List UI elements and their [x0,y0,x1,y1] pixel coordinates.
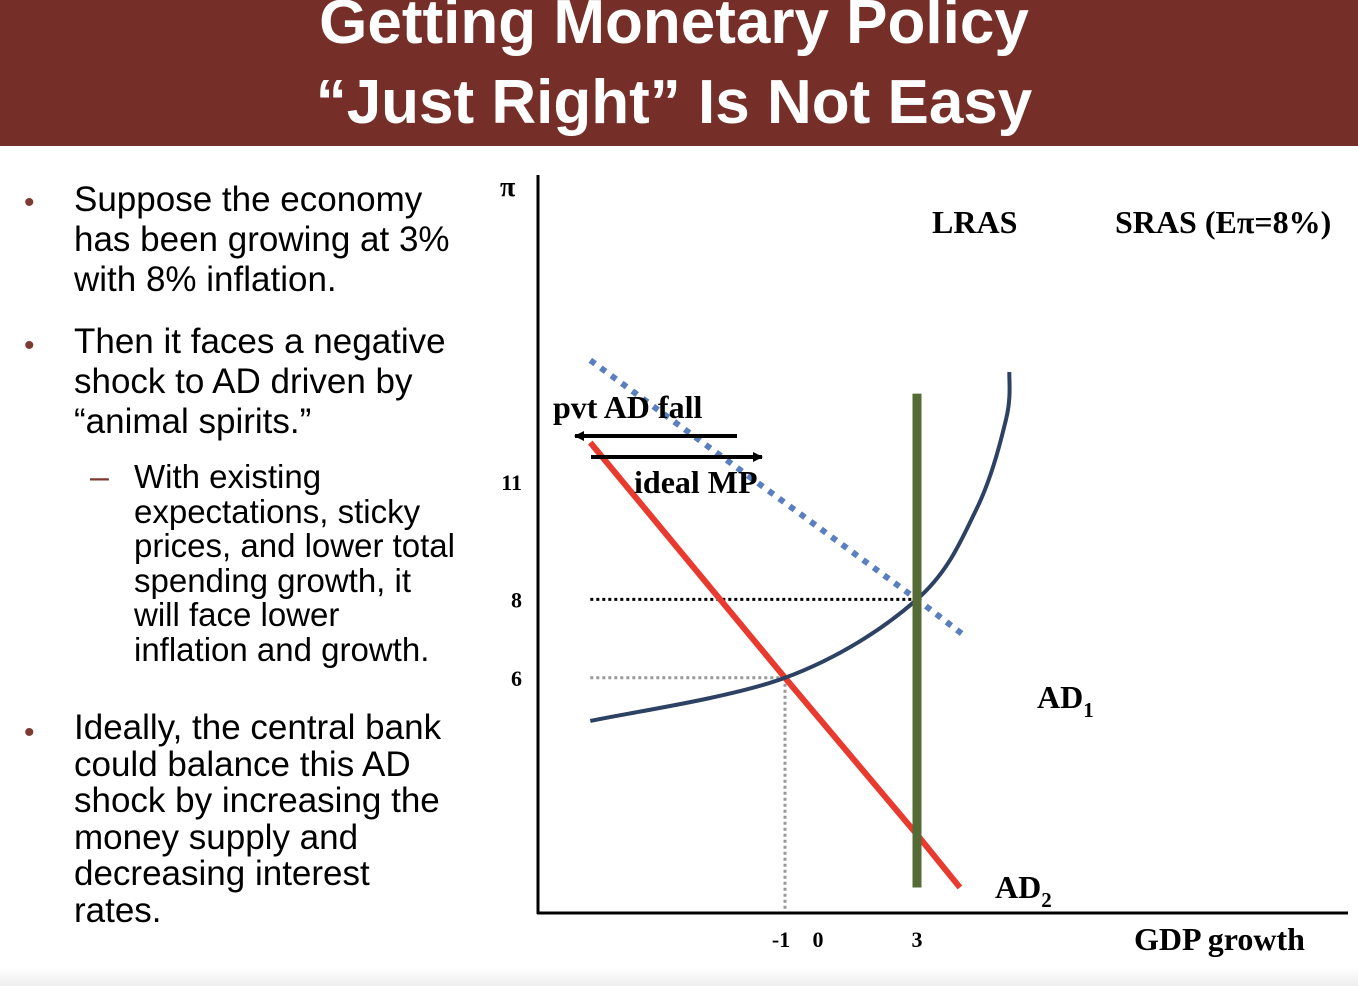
sub-bullet-line: inflation and growth. [134,630,430,668]
title-bar: Getting Monetary Policy “Just Right” Is … [0,0,1358,146]
bullet-marker: • [24,186,35,219]
sras-label: SRAS (Eπ=8%) [1115,204,1331,240]
bullet-list: • Suppose the economy has been growing a… [0,0,500,986]
bullet-line: shock to AD driven by [74,362,413,401]
pvt-ad-fall-label: pvt AD fall [553,389,702,425]
ideal-mp-label: ideal MP [634,464,758,500]
bullet-marker: • [24,716,35,749]
bullet-line: shock by increasing the [74,781,440,820]
series-ad2-line [587,440,963,890]
slide-title-line-1: Getting Monetary Policy [319,0,1029,57]
y-axis-label: π [500,172,516,203]
ad2-label: AD2 [995,869,1052,912]
subscript: 2 [1041,888,1052,912]
bullet-line: decreasing interest [74,854,370,893]
slide-title-line-2: “Just Right” Is Not Easy [315,68,1033,137]
x-axis-label: GDP growth [1134,921,1305,957]
sub-bullet-line: expectations, sticky [134,492,421,530]
bullet-line: Suppose the economy [74,180,423,219]
bullet-text: Then it faces a negative shock to AD dri… [74,322,446,442]
sub-bullet-line: With existing [134,458,322,495]
bullet-line: has been growing at 3% [74,220,450,259]
bullet-line: could balance this AD [74,744,411,784]
y-tick-label: 11 [501,470,522,495]
bullet-line: with 8% inflation. [74,260,337,299]
bullet-line: Ideally, the central bank [74,708,442,747]
x-tick-label: -1 [772,927,790,952]
sub-bullet-line: spending growth, it [134,561,412,599]
lras-label: LRAS [932,204,1017,240]
bullet-text: Suppose the economy has been growing at … [74,180,450,300]
ad1-label: AD1 [1037,679,1094,722]
sub-bullet-marker: – [90,458,109,496]
bullet-marker: • [24,329,35,362]
bullet-text: Ideally, the central bank could balance … [74,708,442,930]
bottom-edge-shadow [0,968,1358,986]
y-tick-label: 8 [511,587,522,612]
bullet-line: rates. [74,890,162,930]
sub-bullet-text: With existing expectations, sticky price… [134,458,455,668]
x-tick-label: 0 [813,927,824,952]
subscript: 1 [1083,698,1094,722]
y-tick-label: 6 [511,666,522,691]
sub-bullet-line: will face lower [134,596,340,633]
bullet-line: money supply and [74,817,359,857]
sub-bullet-line: prices, and lower total [134,527,455,564]
x-tick-label: 3 [912,927,923,952]
bullet-line: Then it faces a negative [74,322,446,361]
bullet-line: “animal spirits.” [74,402,312,441]
